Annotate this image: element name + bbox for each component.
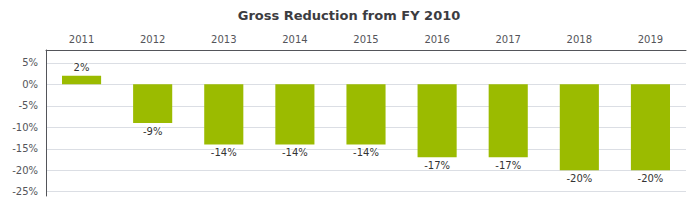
svg-text:-14%: -14% — [353, 147, 379, 158]
svg-text:5%: 5% — [22, 57, 38, 68]
svg-text:2%: 2% — [74, 62, 90, 73]
svg-text:-10%: -10% — [12, 122, 38, 133]
svg-text:2015: 2015 — [353, 34, 378, 45]
svg-text:2018: 2018 — [567, 34, 592, 45]
svg-text:Gross Reduction from FY 2010: Gross Reduction from FY 2010 — [238, 8, 461, 23]
svg-text:-15%: -15% — [12, 143, 38, 154]
svg-text:-17%: -17% — [495, 160, 521, 171]
svg-text:2014: 2014 — [282, 34, 307, 45]
svg-text:-20%: -20% — [566, 173, 592, 184]
svg-text:2016: 2016 — [424, 34, 449, 45]
svg-text:-9%: -9% — [143, 126, 162, 137]
svg-text:-17%: -17% — [424, 160, 450, 171]
svg-text:-20%: -20% — [638, 173, 664, 184]
svg-text:2019: 2019 — [638, 34, 663, 45]
svg-text:2017: 2017 — [495, 34, 520, 45]
svg-text:2013: 2013 — [211, 34, 236, 45]
svg-text:2011: 2011 — [69, 34, 94, 45]
svg-text:-14%: -14% — [211, 147, 237, 158]
svg-text:-25%: -25% — [12, 186, 38, 197]
svg-text:2012: 2012 — [140, 34, 165, 45]
svg-text:0%: 0% — [22, 79, 38, 90]
svg-text:-5%: -5% — [19, 100, 38, 111]
svg-text:-14%: -14% — [282, 147, 308, 158]
svg-text:-20%: -20% — [12, 165, 38, 176]
